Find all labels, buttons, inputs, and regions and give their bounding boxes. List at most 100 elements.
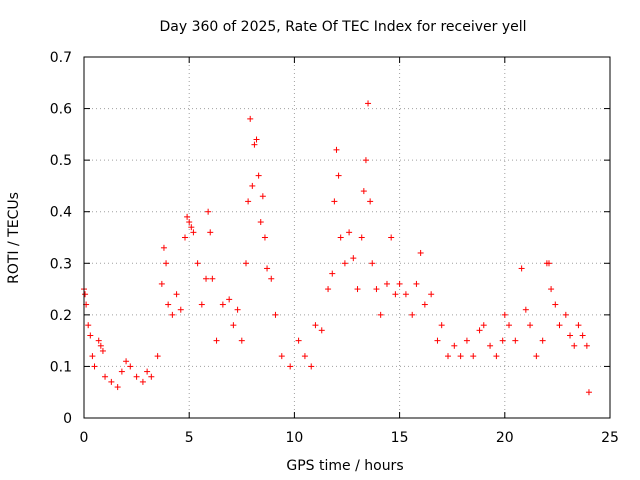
data-point <box>325 286 332 293</box>
data-point <box>230 322 237 329</box>
data-point <box>527 322 534 329</box>
data-point <box>365 100 372 107</box>
data-point <box>470 353 477 360</box>
data-point <box>158 280 165 287</box>
x-tick-label: 25 <box>601 430 619 446</box>
data-point <box>533 353 540 360</box>
data-point <box>318 327 325 334</box>
y-tick-label: 0.2 <box>50 308 72 324</box>
data-point <box>301 353 308 360</box>
data-point <box>335 172 342 179</box>
plot-frame <box>83 56 611 419</box>
data-point <box>203 275 210 282</box>
data-point <box>552 301 559 308</box>
data-point <box>209 275 216 282</box>
data-point <box>87 332 94 339</box>
data-point <box>451 342 458 349</box>
data-point <box>396 280 403 287</box>
data-point <box>207 229 214 236</box>
data-point <box>144 368 151 375</box>
grid-layer <box>84 57 610 418</box>
data-point <box>354 286 361 293</box>
data-point <box>114 384 121 391</box>
data-point <box>388 234 395 241</box>
data-point <box>480 322 487 329</box>
x-tick-label: 15 <box>391 430 409 446</box>
data-point <box>383 280 390 287</box>
data-point <box>234 306 241 313</box>
data-point <box>188 224 195 231</box>
data-point <box>139 378 146 385</box>
data-point <box>264 265 271 272</box>
data-point <box>493 353 500 360</box>
data-point <box>512 337 519 344</box>
data-point <box>360 188 367 195</box>
y-tick-label: 0.6 <box>50 102 72 118</box>
data-point <box>163 260 170 267</box>
y-tick-label: 0.5 <box>50 153 72 169</box>
x-tick-label: 20 <box>496 430 514 446</box>
data-point <box>181 234 188 241</box>
data-point <box>499 337 506 344</box>
data-point <box>259 193 266 200</box>
data-point <box>95 337 102 344</box>
data-point <box>160 244 167 251</box>
data-point <box>548 286 555 293</box>
data-point <box>272 311 279 318</box>
data-point <box>261 234 268 241</box>
data-point <box>346 229 353 236</box>
chart-title: Day 360 of 2025, Rate Of TEC Index for r… <box>159 19 526 35</box>
data-point <box>194 260 201 267</box>
data-point <box>506 322 513 329</box>
data-point <box>287 363 294 370</box>
data-point <box>173 291 180 298</box>
data-point <box>127 363 134 370</box>
data-point <box>331 198 338 205</box>
data-point <box>438 322 445 329</box>
data-point <box>362 157 369 164</box>
data-point <box>253 136 260 143</box>
data-point <box>123 358 130 365</box>
x-tick-label: 0 <box>80 430 89 446</box>
data-point <box>89 353 96 360</box>
data-point <box>556 322 563 329</box>
data-point <box>545 260 552 267</box>
y-tick-label: 0.1 <box>50 359 72 375</box>
data-point <box>268 275 275 282</box>
y-tick-label: 0.7 <box>50 50 72 66</box>
data-point <box>102 373 109 380</box>
data-point <box>108 378 115 385</box>
data-point <box>154 353 161 360</box>
data-point <box>463 337 470 344</box>
data-point <box>186 219 193 226</box>
data-point <box>402 291 409 298</box>
data-point <box>579 332 586 339</box>
data-point <box>219 301 226 308</box>
x-tick-label: 10 <box>285 430 303 446</box>
data-point <box>539 337 546 344</box>
data-point <box>476 327 483 334</box>
data-point <box>421 301 428 308</box>
data-point <box>434 337 441 344</box>
data-point <box>501 311 508 318</box>
data-point <box>341 260 348 267</box>
data-point <box>444 353 451 360</box>
data-point <box>148 373 155 380</box>
data-point <box>337 234 344 241</box>
data-point <box>333 146 340 153</box>
data-point <box>82 291 89 298</box>
data-point <box>367 198 374 205</box>
data-point <box>226 296 233 303</box>
data-point <box>169 311 176 318</box>
data-point <box>373 286 380 293</box>
x-tick-label: 5 <box>185 430 194 446</box>
data-point <box>487 342 494 349</box>
data-point <box>369 260 376 267</box>
data-point <box>251 141 258 148</box>
data-point <box>295 337 302 344</box>
data-point <box>257 219 264 226</box>
data-point <box>118 368 125 375</box>
data-point <box>99 347 106 354</box>
data-point <box>350 255 357 262</box>
